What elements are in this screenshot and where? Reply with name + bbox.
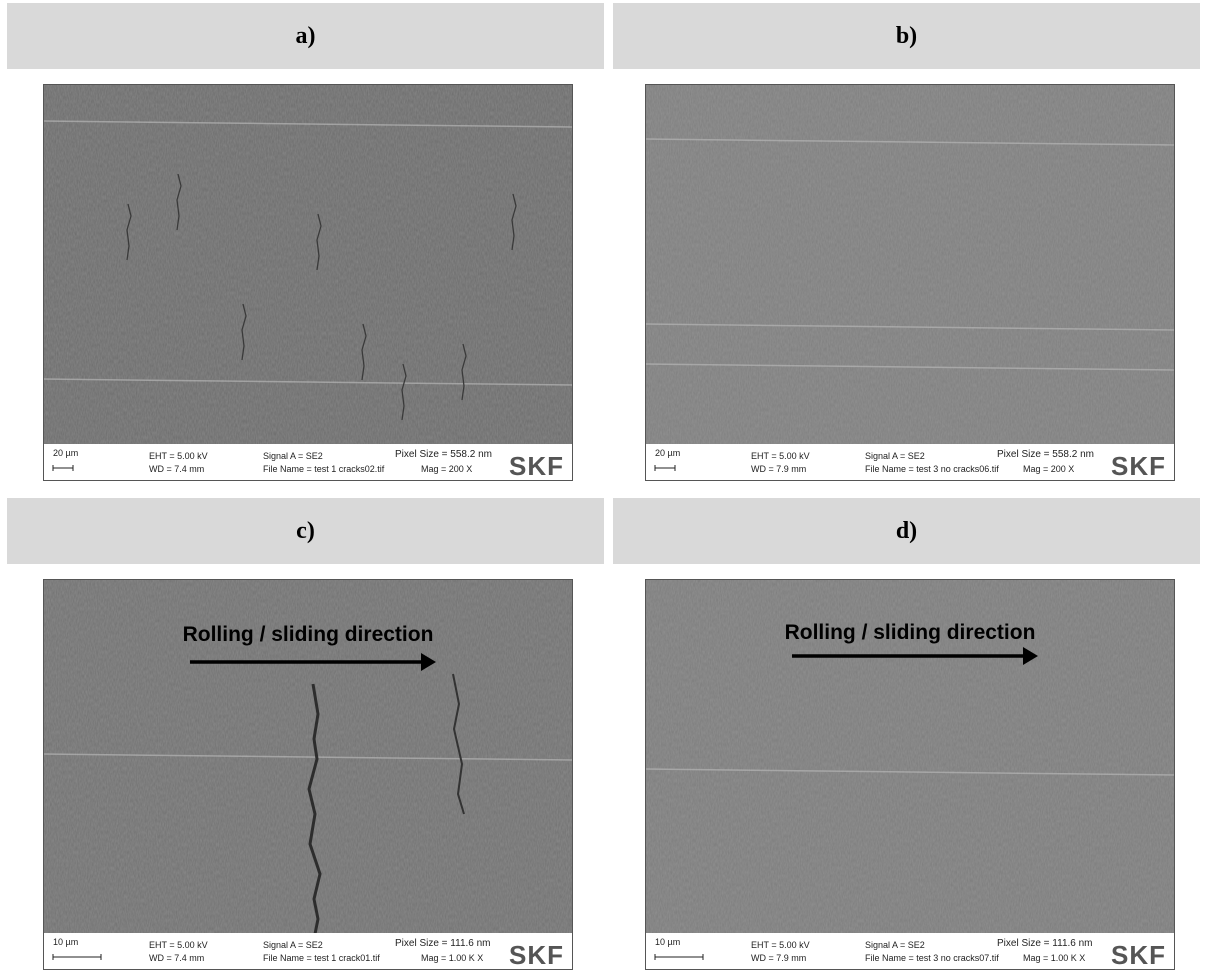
file-name: File Name = test 3 no cracks07.tif <box>865 953 999 963</box>
sem-image: 20 µm EHT = 5.00 kV WD = 7.4 mm Signal A = … <box>43 84 573 481</box>
pixel-size: Pixel Size = 111.6 nm <box>997 938 1093 949</box>
pixel-size: Pixel Size = 558.2 nm <box>997 449 1094 460</box>
signal: Signal A = SE2 <box>865 451 925 461</box>
wd: WD = 7.4 mm <box>149 953 204 963</box>
mag: Mag = 200 X <box>421 464 472 474</box>
file-name: File Name = test 1 crack01.tif <box>263 953 380 963</box>
panel-label: b) <box>613 3 1200 69</box>
mag: Mag = 1.00 K X <box>421 953 483 963</box>
eht: EHT = 5.00 kV <box>751 451 810 461</box>
annotation: Rolling / sliding direction <box>785 621 1036 644</box>
scale-bar-label: 10 µm <box>655 937 680 947</box>
scale-bar-label: 20 µm <box>655 448 680 458</box>
logo: SKF <box>1111 451 1166 481</box>
sem-image: 10 µm EHT = 5.00 kV WD = 7.9 mm Signal A = … <box>645 579 1175 970</box>
eht: EHT = 5.00 kV <box>149 451 208 461</box>
panel-label: a) <box>7 3 604 69</box>
signal: Signal A = SE2 <box>263 451 323 461</box>
signal: Signal A = SE2 <box>263 940 323 950</box>
eht: EHT = 5.00 kV <box>751 940 810 950</box>
info-bar <box>645 933 1175 970</box>
pixel-size: Pixel Size = 558.2 nm <box>395 449 492 460</box>
sem-svg: 10 µm EHT = 5.00 kV WD = 7.9 mm Signal A = … <box>645 579 1175 970</box>
scale-bar-label: 10 µm <box>53 937 78 947</box>
wd: WD = 7.9 mm <box>751 953 806 963</box>
sem-svg: 20 µm EHT = 5.00 kV WD = 7.4 mm Signal A = … <box>43 84 573 481</box>
figure: a) 20 µm EHT = 5.00 kV WD = 7.4 mm Signal A … <box>0 0 1205 973</box>
sem-svg: 10 µm EHT = 5.00 kV WD = 7.4 mm Signal A = … <box>43 579 573 970</box>
scale-bar-label: 20 µm <box>53 448 78 458</box>
wd: WD = 7.4 mm <box>149 464 204 474</box>
panel-label: c) <box>7 498 604 564</box>
pixel-size: Pixel Size = 111.6 nm <box>395 938 491 949</box>
mag: Mag = 200 X <box>1023 464 1074 474</box>
logo: SKF <box>1111 940 1166 970</box>
annotation: Rolling / sliding direction <box>183 623 434 646</box>
mag: Mag = 1.00 K X <box>1023 953 1085 963</box>
sem-image: 20 µm EHT = 5.00 kV WD = 7.9 mm Signal A = … <box>645 84 1175 481</box>
info-bar <box>43 444 573 481</box>
logo: SKF <box>509 451 564 481</box>
logo: SKF <box>509 940 564 970</box>
info-bar <box>43 933 573 970</box>
sem-svg: 20 µm EHT = 5.00 kV WD = 7.9 mm Signal A = … <box>645 84 1175 481</box>
signal: Signal A = SE2 <box>865 940 925 950</box>
file-name: File Name = test 3 no cracks06.tif <box>865 464 999 474</box>
info-bar <box>645 444 1175 481</box>
texture <box>645 84 1175 444</box>
eht: EHT = 5.00 kV <box>149 940 208 950</box>
sem-image: 10 µm EHT = 5.00 kV WD = 7.4 mm Signal A = … <box>43 579 573 970</box>
panel-label: d) <box>613 498 1200 564</box>
file-name: File Name = test 1 cracks02.tif <box>263 464 385 474</box>
wd: WD = 7.9 mm <box>751 464 806 474</box>
texture <box>43 84 573 444</box>
